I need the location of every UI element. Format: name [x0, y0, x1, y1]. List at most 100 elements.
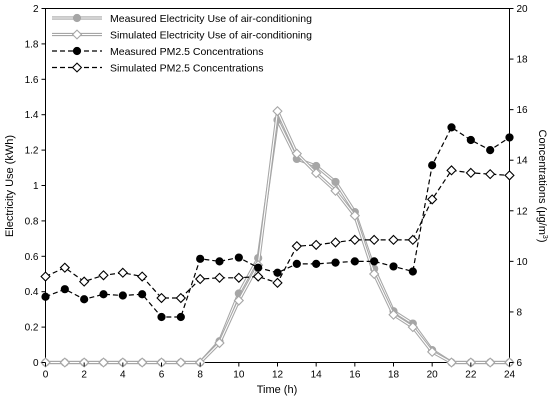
series-1-point-7: [175, 357, 187, 368]
series-2-point-4: [118, 291, 127, 300]
x-tick-label-0: 0: [43, 370, 49, 381]
y-right-tick-label-5: 16: [517, 105, 529, 116]
legend-item-3: Simulated PM2.5 Concentrations: [52, 62, 264, 75]
legend-label-3: Simulated PM2.5 Concentrations: [110, 63, 264, 75]
y-right-tick-label-3: 12: [517, 206, 529, 217]
x-tick-label-1: 2: [81, 370, 87, 381]
y-right-tick-label-1: 8: [517, 307, 523, 318]
legend-marker-1: [71, 29, 83, 40]
series-3-point-11: [252, 271, 264, 282]
series-2-point-9: [215, 257, 224, 266]
series-2-point-15: [331, 258, 340, 267]
axes: 0 2 4 6 8 10 12 14 16 18 20 22 2400.20.40.60.811.21.…: [25, 4, 528, 381]
legend-label-2: Measured PM2.5 Concentrations: [110, 46, 264, 58]
series-3-point-6: [156, 292, 167, 304]
series-3-point-13: [291, 241, 303, 252]
series-3-point-3: [98, 270, 109, 281]
series-1-point-13: [291, 148, 303, 159]
series-3-point-8: [194, 273, 206, 285]
series-3-point-4: [117, 267, 129, 278]
plot-area: [45, 8, 510, 363]
legend-marker-3: [71, 62, 83, 73]
series-1-point-23: [484, 357, 496, 368]
y-left-tick-label-6: 1.2: [25, 146, 39, 157]
y-left-tick-label-0: 0: [33, 358, 39, 369]
series-2-point-1: [60, 285, 69, 294]
x-tick-label-12: 24: [504, 370, 516, 381]
legend-item-2: Measured PM2.5 Concentrations: [52, 46, 264, 58]
series-1-point-19: [407, 321, 419, 333]
x-tick-label-8: 16: [349, 370, 361, 381]
series-3-point-21: [446, 165, 457, 176]
series-3-point-14: [310, 239, 322, 251]
y-right-tick-label-2: 10: [517, 257, 529, 268]
series-3-point-0: [40, 271, 51, 282]
series-1-point-16: [349, 210, 361, 221]
series-2-point-17: [370, 257, 379, 266]
x-tick-label-7: 14: [311, 370, 323, 381]
x-tick-label-2: 4: [120, 370, 126, 381]
series-1-point-17: [368, 268, 380, 280]
series-2-point-3: [99, 290, 108, 299]
x-tick-label-9: 18: [388, 370, 400, 381]
series-3-point-16: [349, 234, 361, 246]
y-left-tick-label-10: 2: [33, 4, 39, 15]
y-left-tick-label-3: 0.6: [25, 252, 39, 263]
y-axis-right-title-close: ): [536, 239, 548, 243]
x-tick-label-4: 8: [197, 370, 203, 381]
x-tick-label-10: 20: [427, 370, 439, 381]
series-1-point-5: [136, 357, 148, 368]
series-3-point-22: [465, 167, 477, 179]
y-left-tick-label-1: 0.2: [25, 323, 39, 334]
series-2-point-11: [254, 263, 263, 272]
legend-marker-0: [72, 13, 82, 23]
series-2-point-16: [350, 257, 359, 266]
series-1-point-14: [310, 167, 322, 179]
x-tick-label-6: 12: [272, 370, 284, 381]
y-axis-right-title-sup: 3: [541, 235, 548, 239]
series-2-point-13: [292, 259, 301, 268]
legend-label-1: Simulated Electricity Use of air-conditi…: [110, 30, 312, 42]
series-3-point-20: [426, 194, 438, 205]
series-3: [40, 165, 515, 304]
series-3-point-18: [388, 234, 399, 246]
series-1-point-3: [98, 357, 109, 368]
y-left-tick-label-7: 1.4: [25, 110, 39, 121]
series-2-point-5: [138, 290, 147, 299]
legend-item-0: Measured Electricity Use of air-conditio…: [52, 13, 312, 25]
x-axis-title: Time (h): [257, 384, 298, 396]
series-3-point-23: [484, 168, 496, 180]
series-3-point-15: [330, 237, 341, 248]
series-2-point-6: [157, 312, 166, 322]
series-1-point-1: [59, 357, 71, 368]
series-2-point-0: [41, 292, 50, 301]
series-3-point-1: [59, 262, 71, 273]
series-2: [41, 123, 514, 322]
y-left-tick-label-8: 1.6: [25, 75, 39, 86]
legend: Measured Electricity Use of air-conditio…: [52, 13, 312, 75]
series-3-point-5: [136, 271, 148, 282]
legend-label-0: Measured Electricity Use of air-conditio…: [110, 13, 312, 25]
y-left-tick-label-9: 1.8: [25, 39, 39, 50]
series-3-point-24: [504, 170, 515, 181]
x-tick-label-5: 10: [233, 370, 245, 381]
series-1-point-20: [426, 346, 438, 358]
series-2-point-22: [466, 135, 475, 145]
y-right-tick-label-7: 20: [517, 4, 529, 15]
series-2-point-8: [196, 254, 205, 263]
y-axis-right-title-main: Concentrations (μg/m: [536, 130, 548, 235]
series-2-point-12: [273, 268, 282, 277]
series-1-point-9: [214, 337, 225, 349]
series-1-point-21: [446, 357, 457, 368]
series-1-point-10: [233, 295, 245, 306]
y-right-tick-label-0: 6: [517, 358, 523, 369]
x-tick-label-11: 22: [465, 370, 477, 381]
series-1-point-15: [330, 185, 341, 196]
series-2-point-2: [80, 295, 89, 304]
series-2-point-18: [389, 262, 398, 271]
series-2-point-19: [408, 267, 417, 276]
series-1-point-12: [272, 105, 283, 117]
y-right-tick-label-6: 18: [517, 55, 529, 66]
series-3-point-17: [368, 234, 380, 246]
